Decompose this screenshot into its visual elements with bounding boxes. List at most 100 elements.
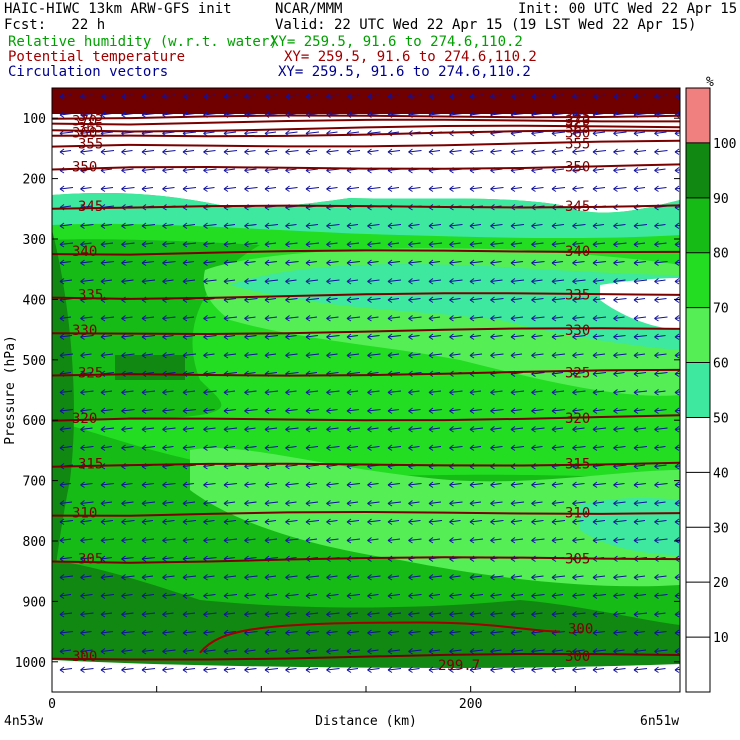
wind-vector-head	[449, 629, 454, 636]
wind-vector-head	[326, 407, 331, 414]
wind-vector	[285, 187, 298, 190]
wind-vector	[592, 94, 607, 97]
wind-vector	[162, 575, 175, 578]
wind-vector-head	[162, 537, 167, 544]
wind-vector-head	[285, 389, 290, 396]
wind-vector	[551, 242, 566, 245]
wind-vector	[613, 335, 626, 338]
wind-vector-head	[100, 537, 106, 544]
wind-vector	[367, 520, 381, 523]
wind-vector	[510, 649, 524, 652]
wind-vector-head	[510, 518, 516, 525]
wind-vector-head	[100, 481, 106, 488]
wind-vector-head	[531, 222, 536, 229]
wind-vector-head	[80, 611, 85, 618]
wind-vector-head	[121, 259, 126, 266]
wind-vector	[469, 649, 484, 652]
wind-vector-head	[510, 500, 516, 507]
wind-vector-head	[674, 148, 680, 155]
wind-vector	[305, 594, 318, 597]
wind-vector	[121, 353, 135, 356]
wind-vector-head	[141, 592, 147, 599]
wind-vector	[510, 131, 523, 134]
wind-vector-head	[592, 389, 598, 396]
wind-vector	[80, 427, 93, 430]
wind-vector	[633, 113, 648, 116]
wind-vector-head	[367, 148, 372, 155]
wind-vector-head	[80, 93, 85, 100]
wind-vector-head	[203, 648, 208, 655]
wind-vector	[674, 243, 680, 245]
wind-vector-head	[654, 389, 659, 396]
wind-vector	[490, 94, 502, 97]
wind-vector-head	[367, 185, 372, 192]
wind-vector	[654, 446, 666, 449]
wind-vector-head	[674, 333, 680, 340]
wind-vector-head	[654, 241, 659, 248]
wind-vector-head	[346, 611, 352, 618]
wind-vector-head	[326, 296, 331, 303]
wind-vector-head	[264, 444, 270, 451]
wind-vector	[510, 483, 524, 486]
wind-vector	[223, 520, 237, 523]
wind-vector-head	[633, 278, 639, 285]
wind-vector	[408, 668, 420, 671]
wind-vector	[510, 316, 524, 319]
wind-vector-head	[490, 315, 495, 322]
theta-contour-label: 365	[565, 120, 590, 136]
wind-vector	[531, 668, 543, 671]
wind-vector-head	[326, 93, 331, 100]
wind-vector	[551, 501, 565, 504]
wind-vector	[223, 612, 236, 615]
y-tick-label: 700	[23, 475, 46, 490]
wind-vector	[387, 279, 402, 282]
wind-vector	[182, 446, 196, 449]
wind-vector	[633, 631, 646, 634]
wind-vector	[121, 316, 133, 319]
wind-vector-head	[264, 333, 270, 340]
wind-vector	[285, 131, 298, 134]
wind-vector-head	[531, 241, 536, 248]
wind-vector-head	[674, 370, 680, 377]
wind-vector-head	[654, 222, 659, 229]
wind-vector-head	[613, 389, 618, 396]
wind-vector	[592, 649, 607, 652]
wind-vector	[490, 538, 502, 541]
wind-vector-head	[100, 333, 106, 340]
wind-vector-head	[674, 259, 680, 266]
wind-vector	[264, 409, 277, 412]
wind-vector-head	[305, 185, 311, 192]
wind-vector	[654, 113, 666, 116]
wind-vector-head	[285, 259, 290, 266]
wind-vector	[80, 446, 94, 449]
wind-vector	[182, 94, 195, 97]
wind-vector	[613, 649, 625, 652]
wind-vector-head	[387, 278, 393, 285]
y-tick-label: 400	[23, 293, 46, 308]
wind-vector	[100, 557, 113, 560]
wind-vector	[490, 150, 502, 153]
wind-vector	[162, 446, 174, 449]
wind-vector	[367, 390, 380, 393]
wind-vector-head	[326, 352, 331, 359]
wind-vector	[203, 649, 216, 652]
wind-vector	[633, 501, 648, 504]
wind-vector	[305, 520, 320, 523]
wind-vector	[59, 409, 74, 412]
wind-vector-head	[100, 426, 106, 433]
wind-vector-head	[346, 148, 352, 155]
wind-vector	[223, 446, 236, 449]
wind-vector	[367, 279, 380, 282]
wind-vector	[367, 483, 379, 486]
wind-vector	[305, 612, 319, 615]
wind-vector	[572, 335, 586, 338]
wind-vector-head	[510, 222, 516, 229]
wind-vector	[121, 520, 135, 523]
wind-vector-head	[223, 426, 229, 433]
wind-vector-head	[141, 574, 147, 581]
wind-vector-head	[592, 148, 598, 155]
wind-vector-head	[592, 574, 598, 581]
wind-vector	[654, 168, 666, 171]
wind-vector-head	[633, 629, 639, 636]
wind-vector	[531, 168, 543, 171]
